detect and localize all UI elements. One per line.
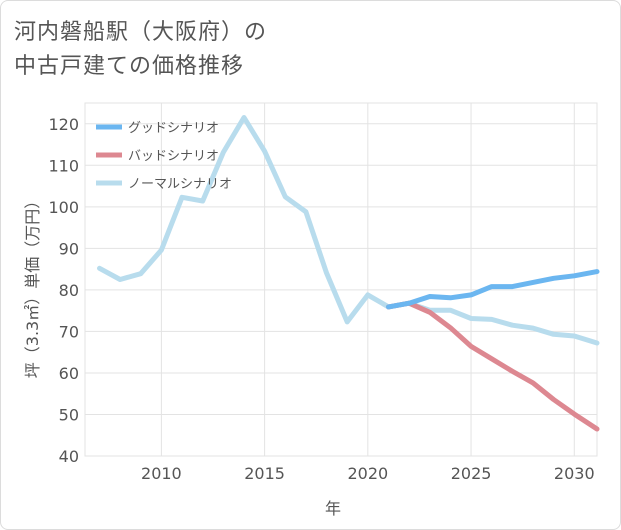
plot-area	[84, 102, 598, 457]
x-tick-label: 2025	[451, 464, 492, 483]
x-axis-label: 年	[325, 499, 341, 518]
y-tick-label: 100	[48, 198, 79, 217]
y-tick-label: 120	[48, 115, 79, 134]
legend-entry: ノーマルシナリオ	[128, 177, 232, 192]
y-tick-label: 80	[59, 281, 79, 300]
chart-axes: 40 50 60 70 80 90 100 110 120 2010 2015 2020 2025 203…	[48, 115, 594, 483]
y-tick-label: 110	[48, 156, 79, 175]
chart-series	[97, 115, 600, 432]
series-line-0	[386, 269, 600, 310]
x-tick-label: 2015	[244, 464, 285, 483]
chart-title-line-2: 中古戸建ての価格推移	[14, 54, 245, 79]
chart-title: 河内磐船駅（大阪府）の 中古戸建ての価格推移	[14, 16, 267, 84]
y-tick-label: 40	[59, 447, 79, 466]
y-tick-label: 90	[59, 239, 79, 258]
chart-grid	[84, 102, 598, 457]
series-line-1	[386, 300, 600, 432]
y-axis-label: 坪（3.3㎡）単価（万円）	[23, 193, 42, 378]
x-tick-label: 2010	[141, 464, 182, 483]
chart-title-line-1: 河内磐船駅（大阪府）の	[14, 20, 268, 45]
legend-entry: グッドシナリオ	[128, 121, 219, 136]
y-tick-label: 60	[59, 364, 79, 383]
legend-entry: バッドシナリオ	[128, 149, 219, 164]
y-tick-label: 50	[59, 405, 79, 424]
x-tick-label: 2030	[554, 464, 595, 483]
series-line-2	[97, 115, 600, 346]
y-tick-label: 70	[59, 322, 79, 341]
x-tick-label: 2020	[347, 464, 388, 483]
